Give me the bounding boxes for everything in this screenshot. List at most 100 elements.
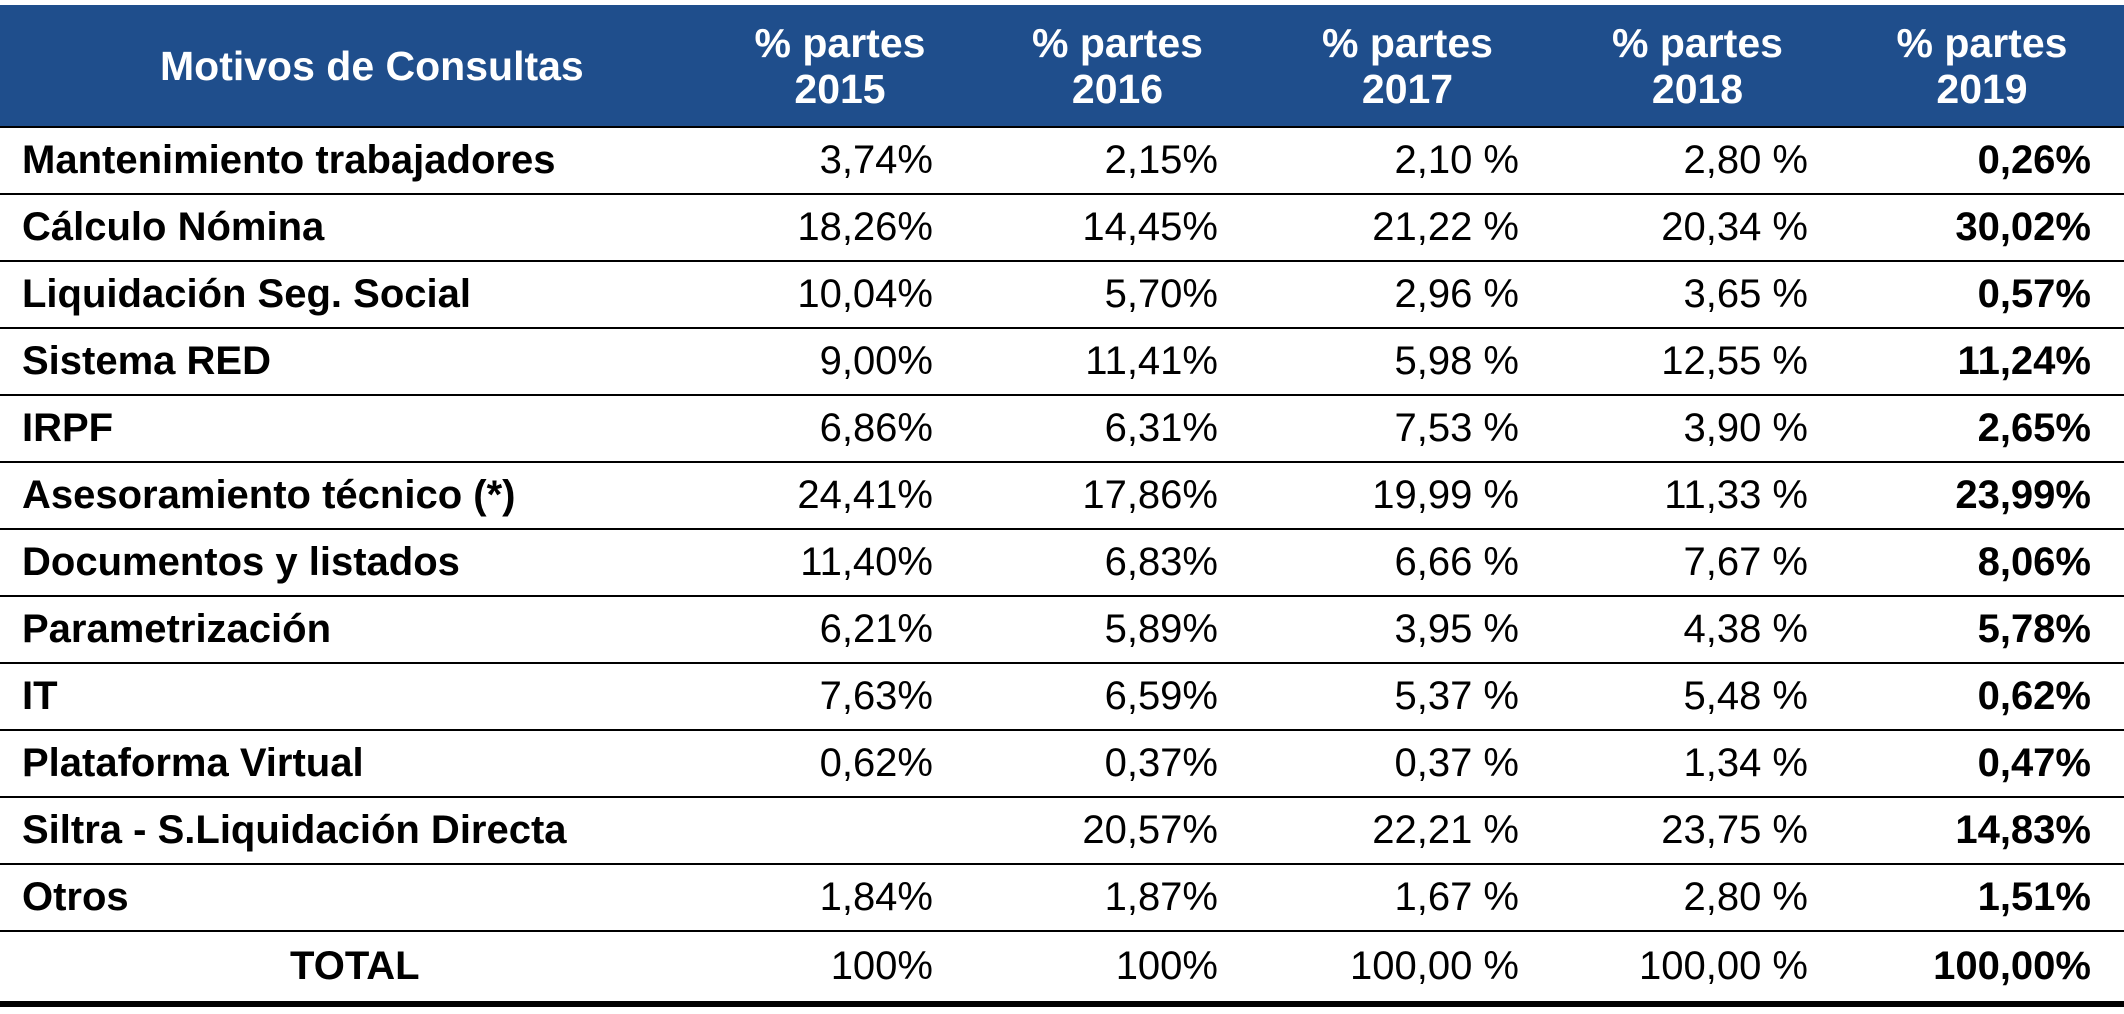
cell-2018: 3,90 % [1683,406,1808,450]
cell-2015: 10,04% [797,272,933,316]
cell-2017: 19,99 % [1372,473,1519,517]
cell-2019: 11,24% [1957,339,2091,383]
cell-2015: 18,26% [797,205,933,249]
cell-2016: 6,31% [1104,406,1218,450]
cell-2015: 0,62% [819,741,933,785]
cell-2017: 0,37 % [1394,741,1519,785]
header-2019-line1: % partes [1896,19,2068,66]
row-label: Cálculo Nómina [22,205,325,249]
cell-2019: 0,47% [1977,741,2091,785]
consultas-table: Motivos de Consultas % partes 2015 % par… [0,5,2124,1001]
row-label: Liquidación Seg. Social [22,272,471,316]
header-2016-line2: 2016 [1071,65,1164,112]
cell-2019: 8,06% [1977,540,2091,584]
header-2017-line2: 2017 [1361,65,1454,112]
cell-2018: 20,34 % [1661,205,1808,249]
cell-2018: 12,55 % [1661,339,1808,383]
cell-2016: 0,37% [1104,741,1218,785]
cell-2019: 0,57% [1977,272,2091,316]
header-year-2016: % partes 2016 [975,5,1260,127]
cell-2018: 1,34 % [1683,741,1808,785]
cell-2016: 11,41% [1085,339,1218,383]
header-motivos: Motivos de Consultas [160,42,584,89]
cell-2017: 22,21 % [1372,808,1519,852]
cell-2017: 5,37 % [1394,674,1519,718]
row-label: Plataforma Virtual [22,741,364,785]
header-2018-line1: % partes [1612,19,1783,66]
table-row: Parametrización 6,21% 5,89% 3,95 % 4,38 … [0,596,2124,663]
table-row: Documentos y listados 11,40% 6,83% 6,66 … [0,529,2124,596]
row-label: Otros [22,875,129,919]
total-2017: 100,00 % [1349,944,1519,988]
cell-2017: 2,96 % [1394,272,1519,316]
table-row: Mantenimiento trabajadores 3,74% 2,15% 2… [0,127,2124,194]
cell-2017: 1,67 % [1394,875,1519,919]
row-label: Siltra - S.Liquidación Directa [22,808,567,852]
cell-2018: 7,67 % [1683,540,1808,584]
cell-2019: 5,78% [1977,607,2091,651]
cell-2015: 6,21% [819,607,933,651]
cell-2016: 5,70% [1104,272,1218,316]
cell-2016: 6,83% [1104,540,1218,584]
row-label: Mantenimiento trabajadores [22,138,556,182]
cell-2017: 21,22 % [1372,205,1519,249]
row-label: Parametrización [22,607,332,651]
cell-2019: 14,83% [1955,808,2091,852]
cell-2019: 0,62% [1977,674,2091,718]
header-2015-line2: 2015 [794,65,886,112]
row-label: Documentos y listados [22,540,460,584]
table-row: IRPF 6,86% 6,31% 7,53 % 3,90 % 2,65% [0,395,2124,462]
cell-2016: 6,59% [1104,674,1218,718]
cell-2016: 5,89% [1104,607,1218,651]
table-row: Plataforma Virtual 0,62% 0,37% 0,37 % 1,… [0,730,2124,797]
cell-2015: 1,84% [819,875,933,919]
cell-2015: 24,41% [797,473,933,517]
cell-2018: 5,48 % [1683,674,1808,718]
cell-2016: 14,45% [1082,205,1218,249]
cell-2015: 7,63% [819,674,933,718]
table-row: Cálculo Nómina 18,26% 14,45% 21,22 % 20,… [0,194,2124,261]
cell-2016: 1,87% [1104,875,1218,919]
cell-2017: 5,98 % [1394,339,1519,383]
cell-2018: 3,65 % [1683,272,1808,316]
cell-2016: 20,57% [1082,808,1218,852]
cell-2017: 6,66 % [1394,540,1519,584]
header-2015-line1: % partes [754,19,926,66]
header-2018-line2: 2018 [1651,65,1744,112]
cell-2019: 1,51% [1977,875,2091,919]
header-2016-line1: % partes [1032,19,1203,66]
cell-2019: 2,65% [1977,406,2091,450]
cell-2018: 2,80 % [1683,875,1808,919]
row-label: Sistema RED [22,339,271,383]
row-label: Asesoramiento técnico (*) [22,473,516,517]
header-year-2019: % partes 2019 [1840,5,2124,127]
header-2019-line2: 2019 [1936,65,2028,112]
cell-2017: 2,10 % [1394,138,1519,182]
consultas-table-container: Motivos de Consultas % partes 2015 % par… [0,5,2124,1007]
table-row: Asesoramiento técnico (*) 24,41% 17,86% … [0,462,2124,529]
cell-2017: 3,95 % [1394,607,1519,651]
table-row: Liquidación Seg. Social 10,04% 5,70% 2,9… [0,261,2124,328]
row-label: IT [22,674,58,718]
cell-2019: 30,02% [1955,205,2091,249]
cell-2017: 7,53 % [1394,406,1519,450]
cell-2018: 23,75 % [1661,808,1808,852]
cell-2016: 17,86% [1082,473,1218,517]
header-year-2015: % partes 2015 [705,5,975,127]
cell-2015: 3,74% [819,138,933,182]
total-row: TOTAL 100% 100% 100,00 % 100,00 % 100,00… [0,931,2124,1001]
cell-2016: 2,15% [1104,138,1218,182]
total-2016: 100% [1115,944,1218,988]
table-header-row: Motivos de Consultas % partes 2015 % par… [0,5,2124,127]
cell-2015 [705,797,975,864]
table-row: Sistema RED 9,00% 11,41% 5,98 % 12,55 % … [0,328,2124,395]
cell-2018: 2,80 % [1683,138,1808,182]
cell-2018: 11,33 % [1664,473,1808,517]
total-2018: 100,00 % [1638,944,1808,988]
total-2015: 100% [830,944,933,988]
header-year-2018: % partes 2018 [1555,5,1840,127]
header-2017-line1: % partes [1322,19,1493,66]
cell-2015: 9,00% [819,339,933,383]
cell-2018: 4,38 % [1683,607,1808,651]
cell-2015: 6,86% [819,406,933,450]
